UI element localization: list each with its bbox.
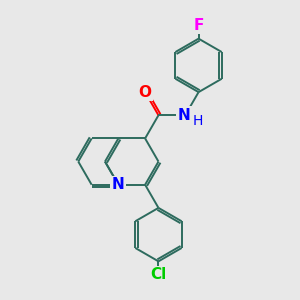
Text: N: N <box>177 108 190 123</box>
Text: N: N <box>112 177 125 192</box>
Text: O: O <box>139 85 152 100</box>
Text: H: H <box>193 114 203 128</box>
Text: Cl: Cl <box>150 267 167 282</box>
Text: F: F <box>194 18 204 33</box>
